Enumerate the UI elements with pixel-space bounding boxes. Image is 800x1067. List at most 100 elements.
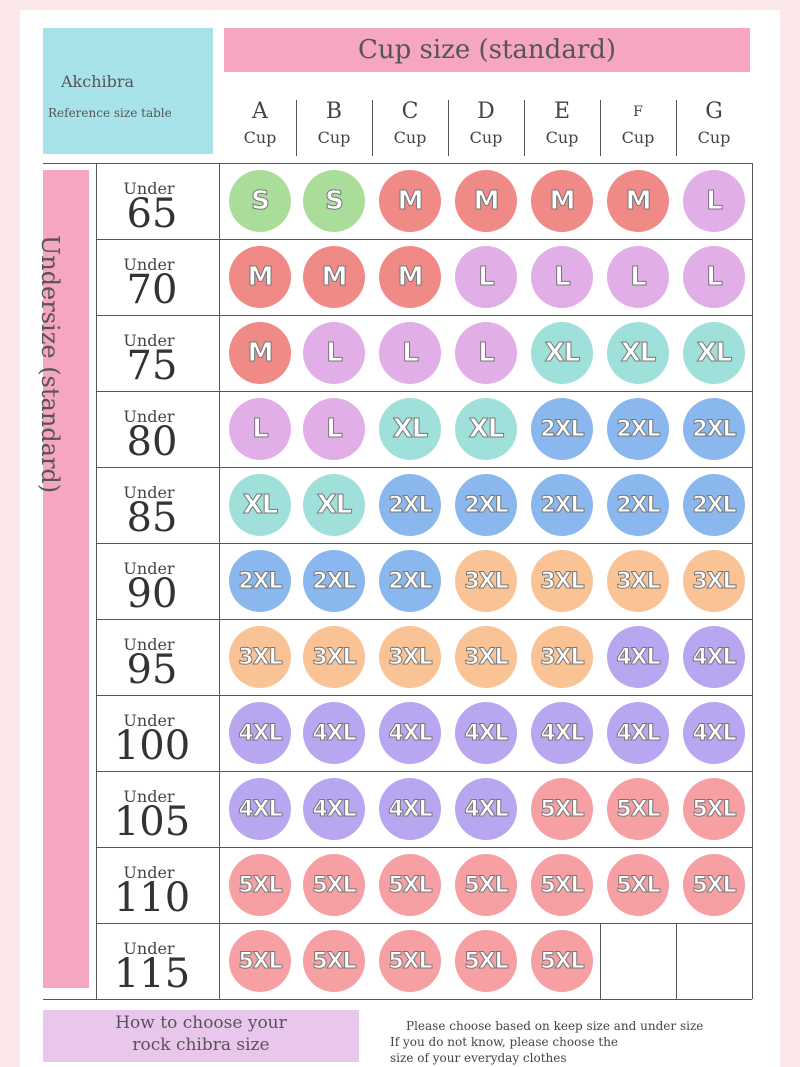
grid-divider (296, 100, 297, 156)
grid-divider (96, 923, 752, 924)
grid-divider (448, 100, 449, 156)
size-circle: 2XL (379, 474, 441, 536)
grid-divider (96, 771, 752, 772)
size-circle: 5XL (303, 854, 365, 916)
size-circle: 2XL (607, 398, 669, 460)
grid-divider (600, 100, 601, 156)
instructions-line3: size of your everyday clothes (390, 1051, 567, 1065)
size-circle: 3XL (303, 626, 365, 688)
size-circle: 3XL (607, 550, 669, 612)
size-circle: 4XL (683, 626, 745, 688)
cup-word: Cup (621, 128, 655, 147)
size-circle: XL (531, 322, 593, 384)
size-circle: 5XL (531, 930, 593, 992)
size-circle: 4XL (303, 778, 365, 840)
how-to-choose-box: How to choose your rock chibra size (43, 1010, 359, 1062)
cup-letter: E (553, 99, 571, 124)
grid-divider (96, 543, 752, 544)
size-circle: 4XL (455, 778, 517, 840)
grid-divider (676, 100, 677, 156)
size-circle: 5XL (683, 778, 745, 840)
grid-divider (524, 100, 525, 156)
size-circle: 4XL (229, 778, 291, 840)
size-circle: 2XL (607, 474, 669, 536)
size-circle: 4XL (607, 626, 669, 688)
under-number: 110 (113, 875, 191, 921)
size-circle: L (303, 398, 365, 460)
grid-divider (96, 239, 752, 240)
grid-divider (96, 467, 752, 468)
under-label: Under (123, 939, 175, 958)
size-circle: M (607, 170, 669, 232)
size-circle: L (303, 322, 365, 384)
size-circle: XL (379, 398, 441, 460)
under-number: 90 (126, 571, 178, 617)
brand-subtitle: Reference size table (48, 106, 172, 120)
size-circle: 4XL (607, 702, 669, 764)
size-circle: 5XL (607, 854, 669, 916)
undersize-banner-label: Undersize (standard) (36, 235, 64, 494)
under-label: Under (123, 179, 175, 198)
size-circle: S (229, 170, 291, 232)
cup-letter: B (325, 99, 343, 124)
size-circle: M (379, 246, 441, 308)
cup-letter: G (705, 99, 723, 124)
size-circle: 2XL (683, 398, 745, 460)
cup-word: Cup (469, 128, 503, 147)
size-circle: 2XL (379, 550, 441, 612)
size-circle: 3XL (229, 626, 291, 688)
grid-divider (43, 999, 752, 1000)
size-circle: M (303, 246, 365, 308)
size-circle: L (455, 246, 517, 308)
cup-header: E Cup (524, 98, 600, 150)
size-circle: 5XL (379, 854, 441, 916)
instructions-line2: If you do not know, please choose the (390, 1035, 619, 1049)
size-circle: XL (455, 398, 517, 460)
how-to-choose-line2: rock chibra size (132, 1035, 270, 1055)
cup-letter: A (252, 99, 268, 124)
cup-header: F Cup (600, 98, 676, 150)
grid-divider (372, 100, 373, 156)
size-circle: 5XL (303, 930, 365, 992)
cup-header: B Cup (296, 98, 372, 150)
under-number: 75 (126, 343, 178, 389)
size-circle: M (531, 170, 593, 232)
size-circle: 5XL (229, 854, 291, 916)
size-circle: L (455, 322, 517, 384)
size-circle: 5XL (455, 854, 517, 916)
cup-word: Cup (393, 128, 427, 147)
size-circle: 4XL (379, 778, 441, 840)
size-circle: S (303, 170, 365, 232)
size-circle: XL (683, 322, 745, 384)
size-circle: 3XL (531, 550, 593, 612)
size-circle: 3XL (379, 626, 441, 688)
size-circle: 5XL (531, 854, 593, 916)
cup-letter: D (477, 99, 495, 124)
size-circle: L (607, 246, 669, 308)
under-label: Under (123, 407, 175, 426)
size-circle: XL (303, 474, 365, 536)
size-circle: 4XL (303, 702, 365, 764)
size-circle: 3XL (531, 626, 593, 688)
cup-word: Cup (545, 128, 579, 147)
under-label: Under (123, 483, 175, 502)
size-circle: 4XL (229, 702, 291, 764)
size-circle: 5XL (683, 854, 745, 916)
cup-header: A Cup (222, 98, 298, 150)
grid-divider (96, 619, 752, 620)
grid-divider (96, 847, 752, 848)
size-circle: 5XL (229, 930, 291, 992)
under-label: Under (123, 331, 175, 350)
grid-divider (96, 315, 752, 316)
under-number: 85 (126, 495, 178, 541)
size-circle: 4XL (379, 702, 441, 764)
under-number: 70 (126, 267, 178, 313)
cup-header: G Cup (676, 98, 752, 150)
size-circle: M (455, 170, 517, 232)
size-circle: 2XL (455, 474, 517, 536)
under-number: 100 (113, 723, 191, 769)
size-circle: M (379, 170, 441, 232)
under-number: 65 (126, 191, 178, 237)
size-circle: 2XL (531, 398, 593, 460)
instructions-line1: Please choose based on keep size and und… (406, 1019, 704, 1033)
